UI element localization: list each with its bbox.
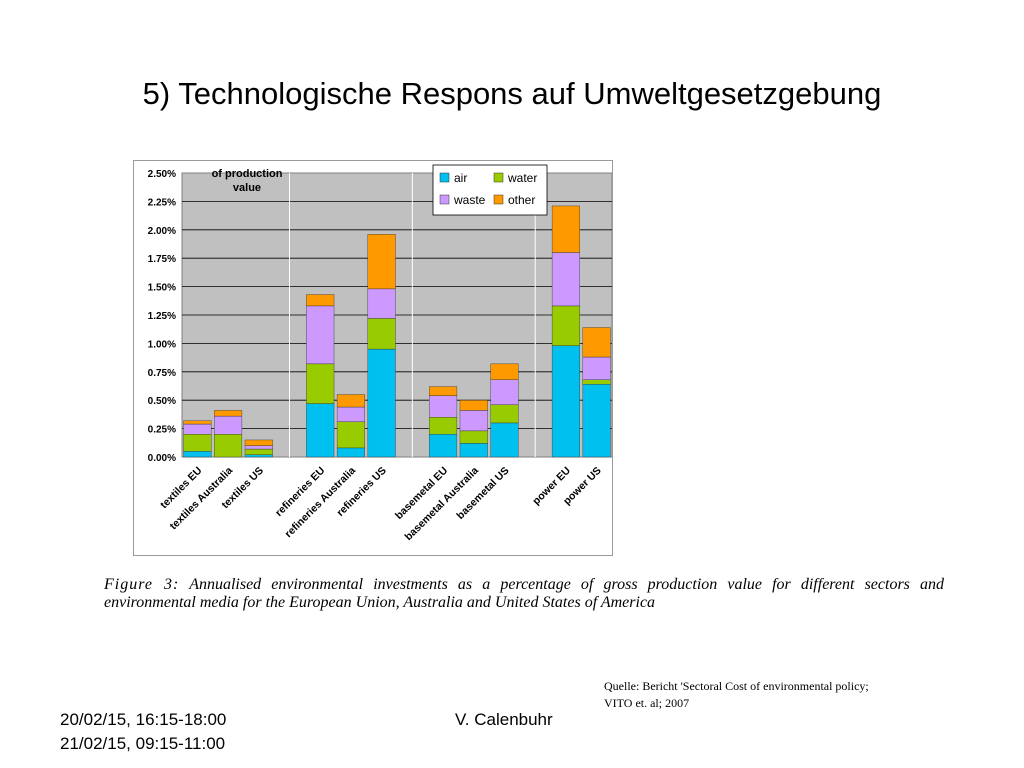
bar-segment-waste — [367, 288, 396, 319]
figure-caption: Figure 3: Annualised environmental inves… — [104, 576, 944, 612]
bar-segment-waste — [183, 423, 212, 435]
bar-segment-water — [306, 363, 335, 404]
bar-segment-other — [214, 410, 243, 417]
bar-segment-waste — [490, 379, 519, 405]
y-tick-label: 2.00% — [148, 226, 176, 237]
bar-segment-other — [183, 420, 212, 425]
bar-segment-water — [367, 318, 396, 350]
slide-title: 5) Technologische Respons auf Umweltgese… — [142, 76, 882, 111]
bar-segment-water — [551, 305, 580, 346]
bars — [183, 205, 611, 458]
legend: air water waste other — [432, 164, 548, 216]
bar-segment-other — [429, 386, 458, 396]
y-tick-label: 2.25% — [148, 197, 176, 208]
bar-segment-other — [367, 234, 396, 290]
footer-author: V. Calenbuhr — [455, 710, 553, 729]
bar-segment-water — [459, 430, 488, 444]
bar-segment-other — [336, 394, 365, 408]
footer-date-1: 20/02/15, 16:15-18:00 — [60, 710, 227, 729]
legend-box — [432, 164, 548, 216]
chart-title-line1: of production — [212, 168, 283, 180]
legend-swatch-air — [439, 172, 450, 183]
legend-label-waste: waste — [453, 193, 486, 207]
source-line-2: VITO et. al; 2007 — [604, 696, 690, 710]
y-tick-label: 0.75% — [148, 368, 176, 379]
y-tick-labels: 0.00% 0.25% 0.50% 0.75% 1.00% 1.25% 1.50% 1.75%… — [148, 169, 176, 464]
y-tick-label: 1.00% — [148, 339, 176, 350]
bar-segment-water — [490, 404, 519, 424]
footer-date-2: 21/02/15, 09:15-11:00 — [60, 734, 226, 753]
bar-segment-water — [214, 434, 243, 458]
caption-text: Annualised environmental investments as … — [104, 576, 944, 611]
legend-swatch-waste — [439, 194, 450, 205]
bar-segment-waste — [336, 406, 365, 422]
bar-segment-waste — [429, 395, 458, 418]
bar-segment-air — [551, 345, 580, 458]
bar-segment-waste — [459, 410, 488, 432]
bar-segment-waste — [582, 356, 611, 380]
source-line-1: Quelle: Bericht 'Sectoral Cost of enviro… — [604, 679, 869, 693]
bar-segment-waste — [306, 305, 335, 365]
stacked-bar-chart: 0.00% 0.25% 0.50% 0.75% 1.00% 1.25% 1.50% 1.75%… — [148, 164, 612, 543]
bar-segment-waste — [244, 445, 273, 450]
bar-segment-air — [459, 443, 488, 458]
bar-segment-air — [336, 447, 365, 458]
bar-segment-water — [582, 379, 611, 385]
bar-segment-other — [244, 439, 273, 446]
bar-segment-air — [244, 454, 273, 458]
bar-segment-waste — [214, 415, 243, 435]
source-note: Quelle: Bericht 'Sectoral Cost of enviro… — [604, 678, 984, 712]
group-separators — [289, 173, 536, 457]
bar-segment-water — [244, 448, 273, 455]
bar-segment-air — [490, 422, 519, 458]
bar-segment-water — [336, 421, 365, 449]
footer-dates: 20/02/15, 16:15-18:00 21/02/15, 09:15-11… — [60, 708, 226, 756]
bar-segment-other — [551, 205, 580, 253]
y-tick-label: 1.75% — [148, 254, 176, 265]
y-tick-label: 0.25% — [148, 425, 176, 436]
bar-segment-air — [183, 451, 212, 458]
chart-title-line2: value — [233, 182, 261, 194]
y-tick-label: 0.00% — [148, 453, 176, 464]
bar-segment-other — [490, 363, 519, 380]
bar-segment-other — [582, 327, 611, 358]
bar-segment-air — [367, 348, 396, 458]
bar-segment-air — [429, 434, 458, 458]
bar-segment-waste — [551, 252, 580, 307]
bar-segment-other — [459, 399, 488, 411]
legend-label-water: water — [507, 171, 537, 185]
y-tick-label: 1.50% — [148, 283, 176, 294]
y-tick-label: 2.50% — [148, 169, 176, 180]
y-tick-label: 0.50% — [148, 396, 176, 407]
legend-swatch-water — [493, 172, 504, 183]
y-tick-label: 1.25% — [148, 311, 176, 322]
bar-segment-air — [582, 384, 611, 458]
x-tick-label: basemetal EU — [393, 465, 450, 522]
bar-segment-air — [306, 403, 335, 458]
legend-label-other: other — [508, 193, 535, 207]
chart-frame: 0.00% 0.25% 0.50% 0.75% 1.00% 1.25% 1.50% 1.75%… — [133, 160, 613, 556]
bar-segment-water — [183, 434, 212, 452]
bar-segment-other — [306, 294, 335, 307]
bar-segment-water — [429, 417, 458, 435]
legend-label-air: air — [454, 171, 467, 185]
caption-label: Figure 3: — [104, 576, 180, 593]
legend-swatch-other — [493, 194, 504, 205]
